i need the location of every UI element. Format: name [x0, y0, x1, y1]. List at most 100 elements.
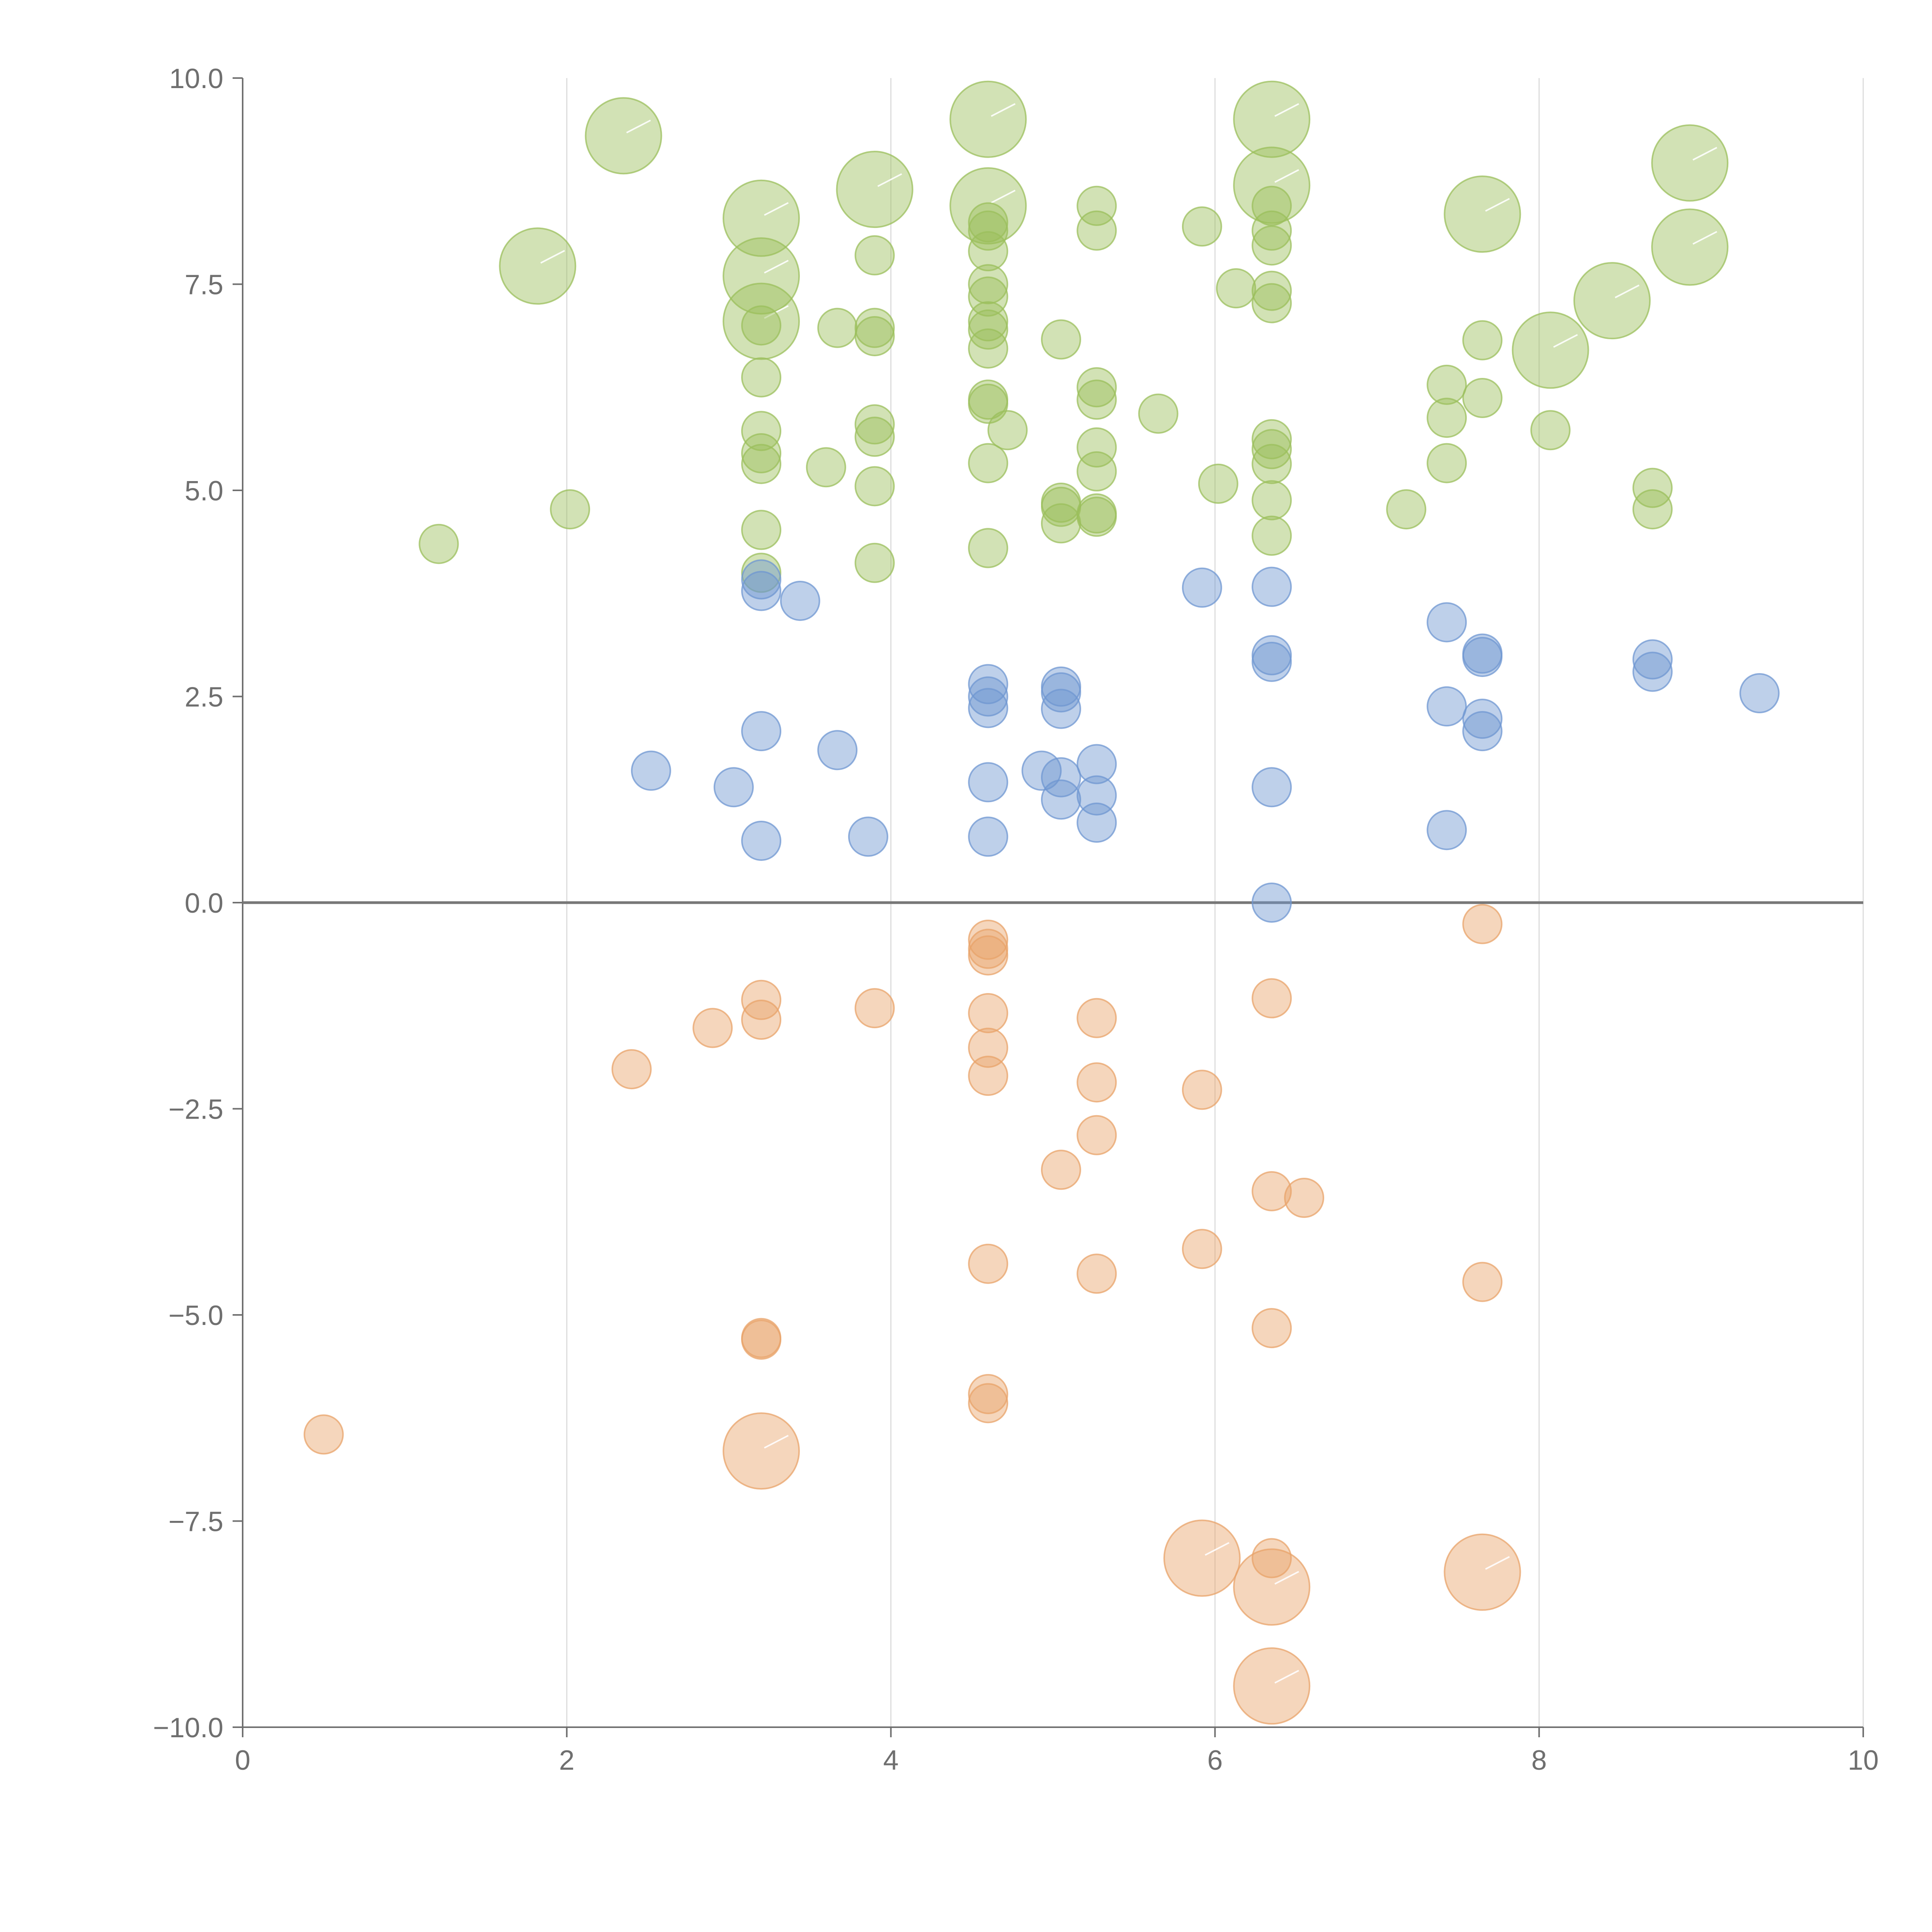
bubble-leader-line: [1274, 103, 1299, 117]
data-point: [1252, 566, 1292, 607]
data-point: [1252, 210, 1292, 251]
data-point: [1512, 311, 1589, 389]
data-point: [836, 151, 913, 228]
data-point: [1077, 367, 1117, 408]
data-point: [1041, 319, 1081, 360]
data-point: [1163, 1519, 1241, 1597]
data-point: [968, 264, 1009, 304]
data-point: [1632, 651, 1673, 692]
y-tick-label: −2.5: [168, 1094, 223, 1125]
data-point: [968, 816, 1009, 857]
data-point: [1198, 463, 1238, 504]
data-point: [1444, 1533, 1521, 1611]
data-point: [1651, 124, 1729, 202]
data-point: [1252, 767, 1292, 808]
bubble-leader-line: [1274, 169, 1299, 183]
bubble-leader-line: [1692, 147, 1718, 161]
data-point: [631, 750, 671, 791]
data-point: [854, 308, 895, 348]
data-point: [848, 816, 888, 857]
data-point: [854, 417, 895, 457]
y-tick-label: 0.0: [185, 888, 223, 919]
data-point: [1252, 1171, 1292, 1211]
data-point: [1216, 268, 1256, 309]
data-point: [854, 988, 895, 1029]
axes: [233, 77, 1864, 1737]
data-point: [968, 1374, 1009, 1414]
data-point: [968, 935, 1009, 976]
data-point: [987, 410, 1028, 451]
x-tick-label: 6: [1207, 1745, 1223, 1776]
bubble-leader-line: [991, 103, 1016, 117]
data-point: [692, 1008, 733, 1048]
data-point: [854, 404, 895, 445]
data-point: [806, 447, 846, 488]
data-point: [1632, 489, 1673, 530]
y-tick-label: 5.0: [185, 476, 223, 507]
data-point: [1252, 515, 1292, 556]
data-point: [1041, 503, 1081, 544]
data-point: [1252, 641, 1292, 682]
data-point: [968, 202, 1009, 243]
data-point: [1284, 1177, 1325, 1218]
data-point: [854, 235, 895, 276]
data-point: [968, 676, 1009, 717]
data-point: [303, 1414, 344, 1455]
data-point: [968, 762, 1009, 803]
data-point: [741, 1000, 782, 1040]
data-point: [949, 80, 1027, 158]
data-point: [780, 580, 820, 621]
bubble-leader-line: [1274, 1571, 1299, 1585]
data-point: [1252, 978, 1292, 1019]
data-point: [1233, 80, 1311, 158]
data-point: [1252, 883, 1292, 923]
data-point: [1233, 1548, 1311, 1626]
bubble-leader-line: [626, 119, 651, 134]
data-point: [1041, 757, 1081, 798]
data-point: [1041, 779, 1081, 820]
data-point: [1138, 393, 1179, 434]
x-tick-label: 10: [1848, 1745, 1879, 1776]
data-point: [1077, 185, 1117, 226]
data-point: [1462, 711, 1503, 752]
data-point: [968, 1243, 1009, 1284]
data-point: [968, 993, 1009, 1033]
data-point: [1252, 1308, 1292, 1349]
data-point: [741, 559, 782, 600]
data-point: [1462, 637, 1503, 677]
data-point: [1252, 444, 1292, 484]
data-point: [550, 489, 590, 530]
data-point: [968, 664, 1009, 704]
data-point: [741, 433, 782, 473]
data-point: [741, 305, 782, 346]
data-point: [1077, 744, 1117, 784]
bubble-leader-line: [764, 305, 789, 319]
data-point: [1077, 451, 1117, 492]
data-point: [741, 510, 782, 550]
data-point: [968, 920, 1009, 960]
data-point: [1252, 429, 1292, 469]
data-point: [1182, 1229, 1222, 1269]
data-point: [1632, 468, 1673, 508]
y-tick-label: 10.0: [169, 63, 223, 94]
data-point: [968, 688, 1009, 728]
data-point: [1427, 443, 1467, 483]
data-point: [1252, 185, 1292, 226]
data-point: [713, 767, 754, 808]
data-point: [1462, 699, 1503, 739]
data-point: [1252, 419, 1292, 459]
bubble-leader-line: [540, 250, 565, 264]
y-tick-label: −10.0: [153, 1713, 223, 1743]
data-point: [817, 308, 858, 348]
data-point: [1386, 489, 1427, 530]
y-tick-label: −5.0: [168, 1300, 223, 1331]
data-point: [723, 282, 800, 360]
data-point: [1252, 1538, 1292, 1578]
data-point: [968, 231, 1009, 272]
data-point: [418, 524, 459, 564]
data-point: [1530, 410, 1571, 451]
y-tick-label: 7.5: [185, 270, 223, 301]
data-point: [1182, 567, 1222, 608]
data-point: [1077, 1253, 1117, 1294]
data-point: [817, 730, 858, 770]
